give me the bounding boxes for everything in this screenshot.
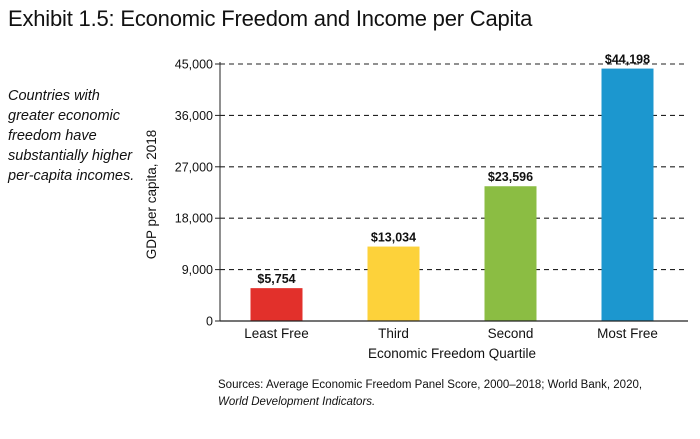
x-tick-label: Second bbox=[488, 326, 534, 341]
x-tick-label: Most Free bbox=[597, 326, 658, 341]
x-tick-label: Least Free bbox=[244, 326, 309, 341]
y-axis: 0 9,000 18,000 27,000 36,000 45,000 bbox=[175, 58, 221, 329]
chart-title: Exhibit 1.5: Economic Freedom and Income… bbox=[8, 6, 533, 31]
y-axis-title: GDP per capita, 2018 bbox=[144, 130, 159, 260]
sidenote-text: Countries with greater economic freedom … bbox=[8, 88, 135, 184]
bar bbox=[367, 246, 420, 321]
bar-value-label: $13,034 bbox=[371, 231, 416, 245]
y-tick-label: 0 bbox=[206, 315, 213, 329]
y-tick-label: 36,000 bbox=[175, 109, 213, 123]
bar-value-label: $23,596 bbox=[488, 170, 533, 184]
y-tick-label: 27,000 bbox=[175, 160, 213, 174]
bar-value-label: $5,754 bbox=[257, 272, 295, 286]
y-tick-label: 9,000 bbox=[182, 263, 213, 277]
x-axis-title: Economic Freedom Quartile bbox=[368, 346, 536, 361]
bar bbox=[484, 186, 537, 321]
y-tick-label: 18,000 bbox=[175, 212, 213, 226]
bar-value-label: $44,198 bbox=[605, 53, 650, 67]
bar bbox=[601, 68, 654, 321]
bars bbox=[250, 68, 654, 321]
y-tick-label: 45,000 bbox=[175, 58, 213, 72]
value-labels: $5,754 $13,034 $23,596 $44,198 bbox=[257, 53, 650, 287]
x-axis: Least Free Third Second Most Free bbox=[220, 320, 688, 341]
source-note: Sources: Average Economic Freedom Panel … bbox=[218, 377, 688, 411]
bar bbox=[250, 288, 303, 321]
source-italic: World Development Indicators. bbox=[218, 396, 376, 408]
x-tick-label: Third bbox=[378, 326, 409, 341]
source-line: Sources: Average Economic Freedom Panel … bbox=[218, 379, 643, 391]
